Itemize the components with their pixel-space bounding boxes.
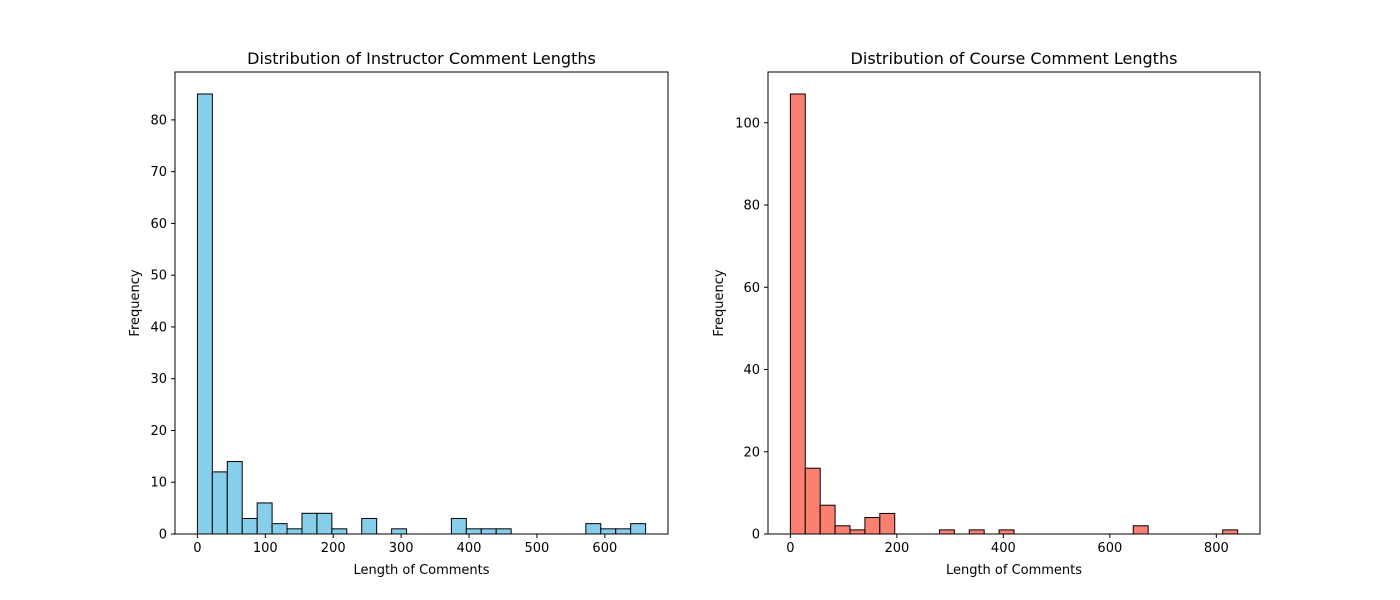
instructor-histogram: Distribution of Instructor Comment Lengt… [128, 49, 669, 578]
x-tick-label: 200 [321, 541, 346, 556]
x-tick-label: 100 [253, 541, 278, 556]
histogram-bar [495, 528, 512, 535]
y-tick-label: 20 [150, 424, 167, 439]
y-tick-label: 40 [743, 363, 760, 378]
y-tick-label: 70 [150, 165, 167, 180]
y-axis-label: Frequency [712, 269, 727, 336]
x-tick-label: 600 [592, 541, 617, 556]
histogram-bar [804, 467, 821, 535]
histogram-bar [879, 512, 896, 535]
plot-frame [767, 71, 1261, 535]
histogram-bar [600, 528, 617, 535]
y-tick-label: 10 [150, 476, 167, 491]
x-tick-label: 0 [786, 541, 794, 556]
histogram-bar [480, 528, 497, 535]
y-tick-label: 80 [150, 113, 167, 128]
x-tick-label: 500 [525, 541, 550, 556]
x-tick-label: 0 [193, 541, 201, 556]
y-tick-label: 0 [752, 528, 760, 543]
histogram-bar [226, 461, 243, 535]
y-tick-label: 0 [159, 528, 167, 543]
histogram-bar [256, 502, 273, 535]
y-tick-label: 30 [150, 372, 167, 387]
histogram-bar [1222, 529, 1239, 535]
histogram-bar [316, 512, 333, 535]
y-tick-label: 80 [743, 199, 760, 214]
histogram-bar [1132, 525, 1149, 535]
plot-frame [174, 71, 669, 535]
histogram-bar [819, 504, 836, 535]
x-tick-label: 400 [457, 541, 482, 556]
histogram-bar [301, 512, 318, 535]
histogram-bar [211, 471, 228, 535]
y-axis-label: Frequency [128, 269, 143, 336]
y-tick-label: 40 [150, 320, 167, 335]
y-tick-label: 60 [150, 217, 167, 232]
x-tick-label: 800 [1204, 541, 1229, 556]
histogram-bar [361, 517, 378, 535]
chart-title: Distribution of Instructor Comment Lengt… [247, 49, 596, 68]
x-axis-label: Length of Comments [353, 563, 489, 578]
x-tick-label: 300 [389, 541, 414, 556]
histogram-bar [789, 93, 806, 535]
histogram-bar [391, 528, 408, 535]
histogram-bar [849, 529, 866, 535]
y-tick-label: 20 [743, 445, 760, 460]
histogram-bar [615, 528, 632, 535]
histogram-bar [998, 529, 1015, 535]
histogram-bar [450, 517, 467, 535]
x-tick-label: 600 [1097, 541, 1122, 556]
histogram-bar [271, 523, 288, 535]
course-histogram: Distribution of Course Comment Lengths 0… [712, 49, 1261, 578]
histogram-bar [465, 528, 482, 535]
histogram-bar [864, 517, 881, 535]
histogram-bar [938, 529, 955, 535]
histogram-bar [834, 525, 851, 535]
histogram-bar [585, 523, 602, 535]
histogram-bar [196, 93, 213, 535]
histogram-bar [241, 517, 258, 535]
y-tick-label: 100 [735, 116, 760, 131]
x-tick-label: 200 [884, 541, 909, 556]
chart-title: Distribution of Course Comment Lengths [851, 49, 1178, 68]
x-axis-label: Length of Comments [946, 563, 1082, 578]
histogram-bar [331, 528, 348, 535]
histogram-bar [630, 523, 647, 535]
x-tick-label: 400 [991, 541, 1016, 556]
y-tick-label: 50 [150, 269, 167, 284]
histogram-bar [286, 528, 303, 535]
y-tick-label: 60 [743, 281, 760, 296]
histogram-bar [968, 529, 985, 535]
